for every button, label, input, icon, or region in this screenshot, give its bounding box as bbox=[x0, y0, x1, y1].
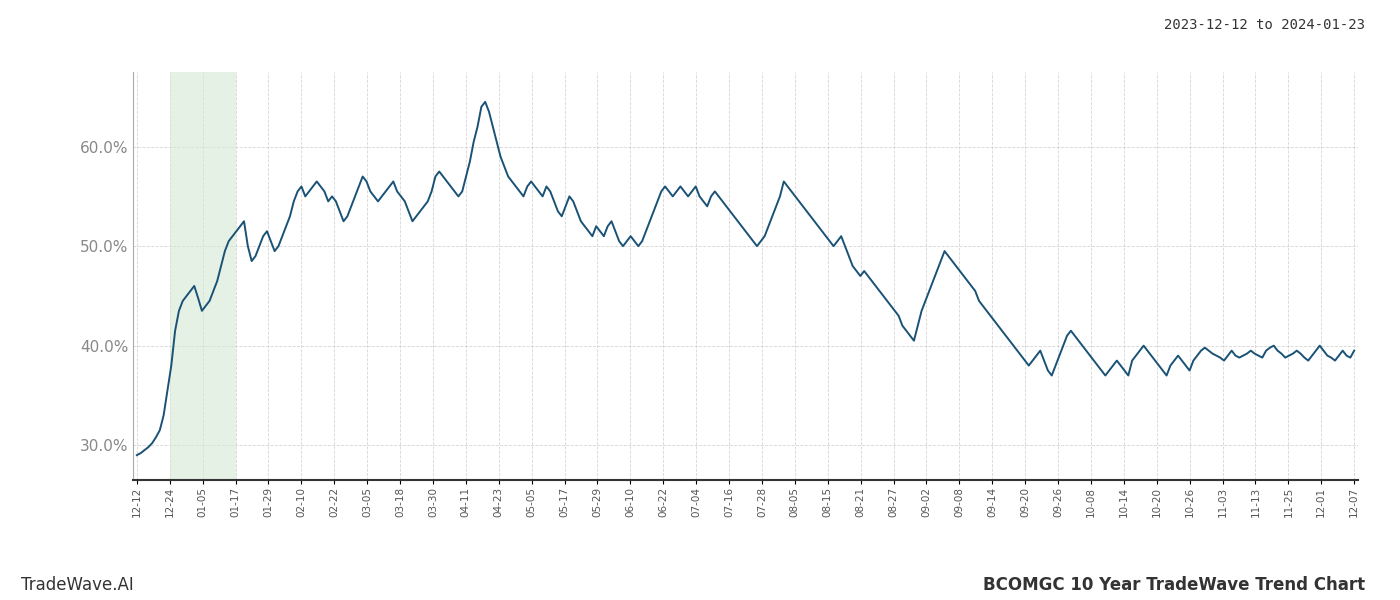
Text: TradeWave.AI: TradeWave.AI bbox=[21, 576, 134, 594]
Text: BCOMGC 10 Year TradeWave Trend Chart: BCOMGC 10 Year TradeWave Trend Chart bbox=[983, 576, 1365, 594]
Bar bbox=[169, 72, 235, 480]
Text: 2023-12-12 to 2024-01-23: 2023-12-12 to 2024-01-23 bbox=[1163, 18, 1365, 32]
